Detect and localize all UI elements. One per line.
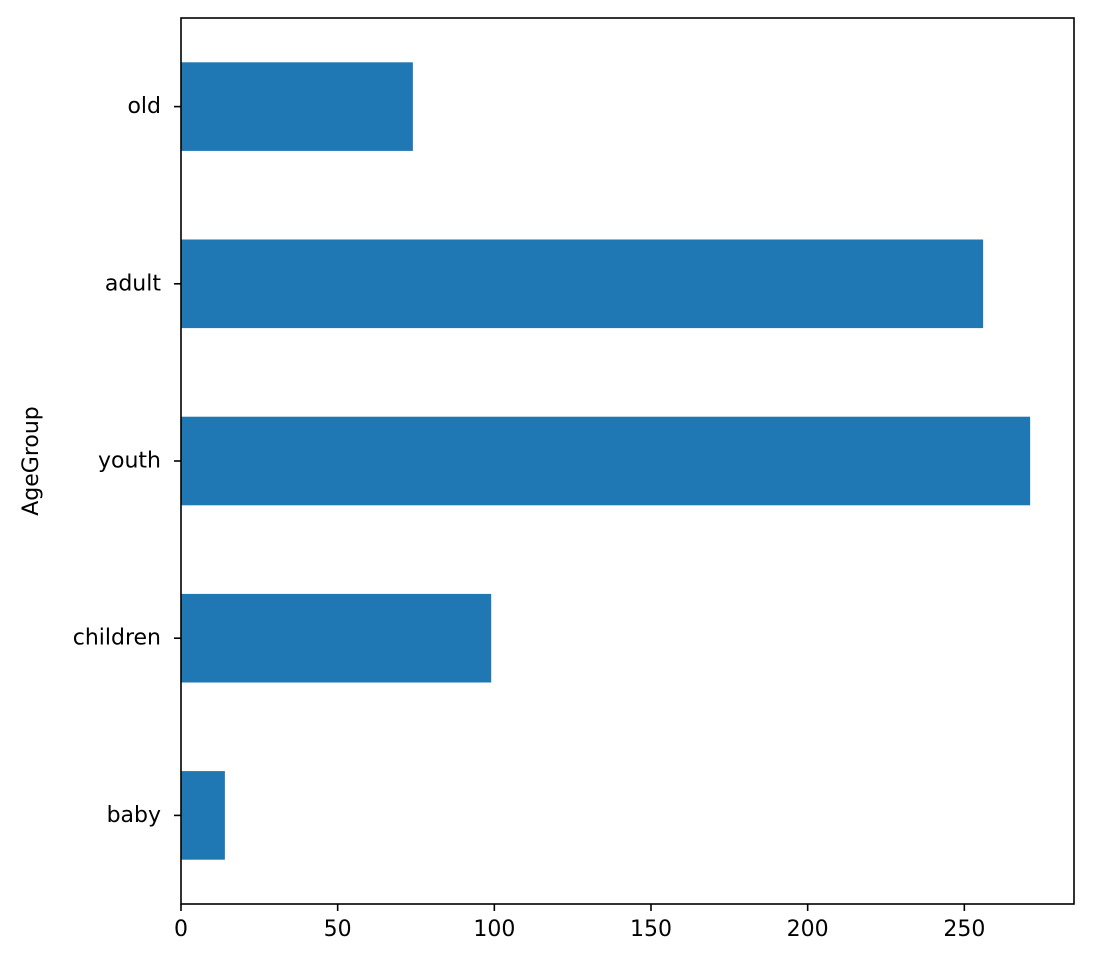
bar-youth bbox=[181, 416, 1031, 506]
x-axis-ticks: 0 50 100 150 200 250 bbox=[174, 904, 985, 942]
bar-children bbox=[181, 593, 492, 683]
y-axis-title: AgeGroup bbox=[19, 406, 44, 516]
bar-baby bbox=[181, 771, 225, 860]
y-tick-label: youth bbox=[98, 449, 161, 474]
bars-group bbox=[181, 62, 1031, 860]
y-tick-label: baby bbox=[107, 803, 161, 828]
x-tick-label: 250 bbox=[943, 917, 985, 942]
x-tick-label: 200 bbox=[787, 917, 829, 942]
x-tick-label: 50 bbox=[324, 917, 352, 942]
x-tick-label: 100 bbox=[473, 917, 515, 942]
bar-old bbox=[181, 62, 413, 151]
y-tick-label: children bbox=[73, 626, 161, 651]
y-tick-label: adult bbox=[105, 271, 162, 296]
y-tick-label: old bbox=[127, 94, 161, 119]
bar-adult bbox=[181, 239, 984, 329]
x-tick-label: 0 bbox=[174, 917, 188, 942]
y-axis-ticks: baby children youth adult old bbox=[73, 94, 181, 828]
x-tick-label: 150 bbox=[630, 917, 672, 942]
